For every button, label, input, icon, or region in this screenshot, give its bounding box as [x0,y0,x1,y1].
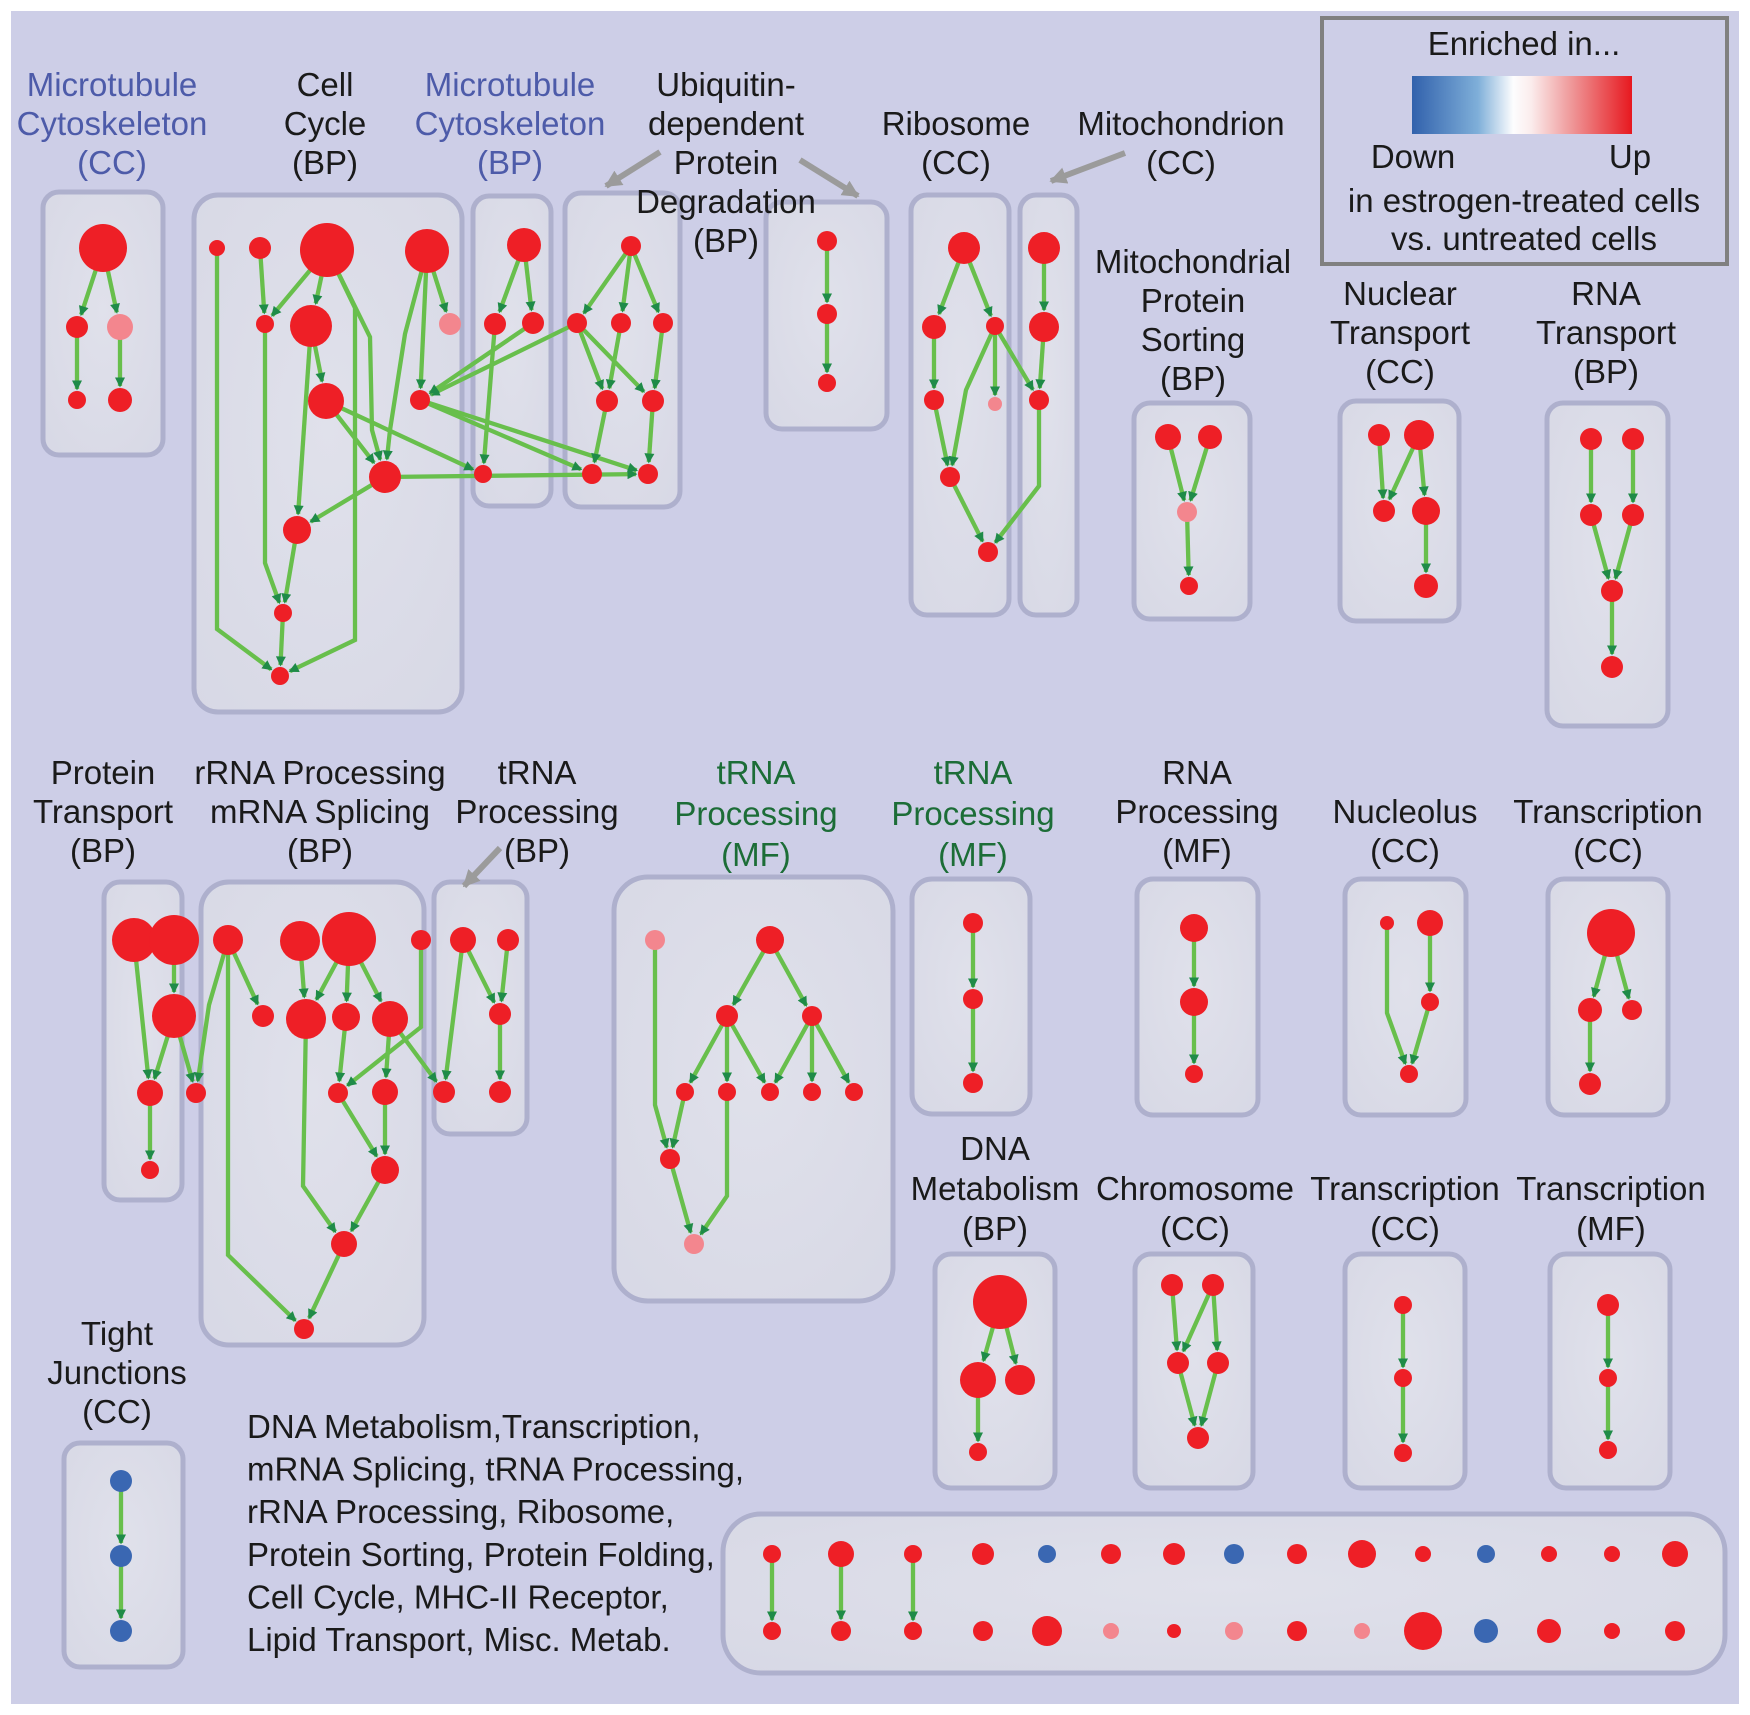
svg-text:Enriched in...: Enriched in... [1428,25,1621,62]
svg-text:(BP): (BP) [1573,353,1639,390]
svg-text:RNA: RNA [1162,754,1232,791]
svg-text:mRNA Splicing: mRNA Splicing [210,793,430,830]
svg-text:Chromosome: Chromosome [1096,1170,1294,1207]
svg-text:tRNA: tRNA [498,754,577,791]
svg-text:(MF): (MF) [1162,832,1232,869]
svg-text:Transcription: Transcription [1516,1170,1706,1207]
svg-text:(CC): (CC) [1370,832,1440,869]
svg-text:(MF): (MF) [721,836,791,873]
svg-text:(BP): (BP) [962,1210,1028,1247]
svg-text:Cell Cycle, MHC-II Receptor,: Cell Cycle, MHC-II Receptor, [247,1578,669,1615]
svg-text:Ribosome: Ribosome [882,105,1031,142]
svg-text:Sorting: Sorting [1141,321,1246,358]
svg-text:Degradation: Degradation [636,183,816,220]
svg-text:Protein: Protein [1141,282,1246,319]
svg-text:vs. untreated cells: vs. untreated cells [1391,220,1657,257]
svg-text:in estrogen-treated cells: in estrogen-treated cells [1348,182,1700,219]
svg-text:Nucleolus: Nucleolus [1333,793,1478,830]
svg-text:Cycle: Cycle [284,105,367,142]
svg-text:(BP): (BP) [287,832,353,869]
svg-text:Microtubule: Microtubule [27,66,198,103]
svg-text:(BP): (BP) [693,222,759,259]
svg-text:(CC): (CC) [1146,144,1216,181]
svg-text:Transcription: Transcription [1310,1170,1500,1207]
svg-text:Transport: Transport [1330,314,1470,351]
svg-text:Tight: Tight [81,1315,153,1352]
svg-text:Up: Up [1609,138,1651,175]
svg-text:Processing: Processing [455,793,618,830]
svg-text:Processing: Processing [1115,793,1278,830]
svg-text:RNA: RNA [1571,275,1641,312]
svg-text:DNA Metabolism,Transcription,: DNA Metabolism,Transcription, [247,1408,701,1445]
svg-text:mRNA Splicing, tRNA Processing: mRNA Splicing, tRNA Processing, [247,1451,744,1488]
svg-text:Lipid Transport, Misc. Metab.: Lipid Transport, Misc. Metab. [247,1621,671,1658]
svg-text:(CC): (CC) [1160,1210,1230,1247]
svg-text:Processing: Processing [891,795,1054,832]
svg-text:Protein: Protein [51,754,156,791]
svg-text:Protein Sorting, Protein Foldi: Protein Sorting, Protein Folding, [247,1536,715,1573]
svg-text:(MF): (MF) [1576,1210,1646,1247]
svg-text:(BP): (BP) [70,832,136,869]
svg-text:(BP): (BP) [504,832,570,869]
svg-text:Transport: Transport [1536,314,1676,351]
svg-text:Down: Down [1371,138,1455,175]
svg-text:Transcription: Transcription [1513,793,1703,830]
svg-text:Mitochondrion: Mitochondrion [1077,105,1284,142]
svg-text:Ubiquitin-: Ubiquitin- [656,66,795,103]
svg-text:rRNA Processing: rRNA Processing [194,754,445,791]
svg-text:Cytoskeleton: Cytoskeleton [415,105,606,142]
svg-text:Cytoskeleton: Cytoskeleton [17,105,208,142]
svg-text:Transport: Transport [33,793,173,830]
svg-text:(BP): (BP) [1160,360,1226,397]
svg-text:dependent: dependent [648,105,804,142]
svg-text:Junctions: Junctions [47,1354,186,1391]
svg-text:Microtubule: Microtubule [425,66,596,103]
svg-text:(CC): (CC) [1370,1210,1440,1247]
svg-text:(BP): (BP) [292,144,358,181]
svg-text:Protein: Protein [674,144,779,181]
svg-text:Metabolism: Metabolism [911,1170,1080,1207]
svg-text:(CC): (CC) [921,144,991,181]
svg-text:tRNA: tRNA [934,754,1013,791]
svg-text:tRNA: tRNA [717,754,796,791]
svg-text:(CC): (CC) [77,144,147,181]
svg-text:Mitochondrial: Mitochondrial [1095,243,1291,280]
svg-text:(MF): (MF) [938,836,1008,873]
svg-text:(CC): (CC) [1365,353,1435,390]
svg-text:DNA: DNA [960,1130,1030,1167]
svg-text:Cell: Cell [297,66,354,103]
svg-text:(CC): (CC) [1573,832,1643,869]
svg-text:Nuclear: Nuclear [1343,275,1457,312]
svg-text:(CC): (CC) [82,1393,152,1430]
svg-text:rRNA Processing, Ribosome,: rRNA Processing, Ribosome, [247,1493,674,1530]
svg-text:Processing: Processing [674,795,837,832]
svg-text:(BP): (BP) [477,144,543,181]
